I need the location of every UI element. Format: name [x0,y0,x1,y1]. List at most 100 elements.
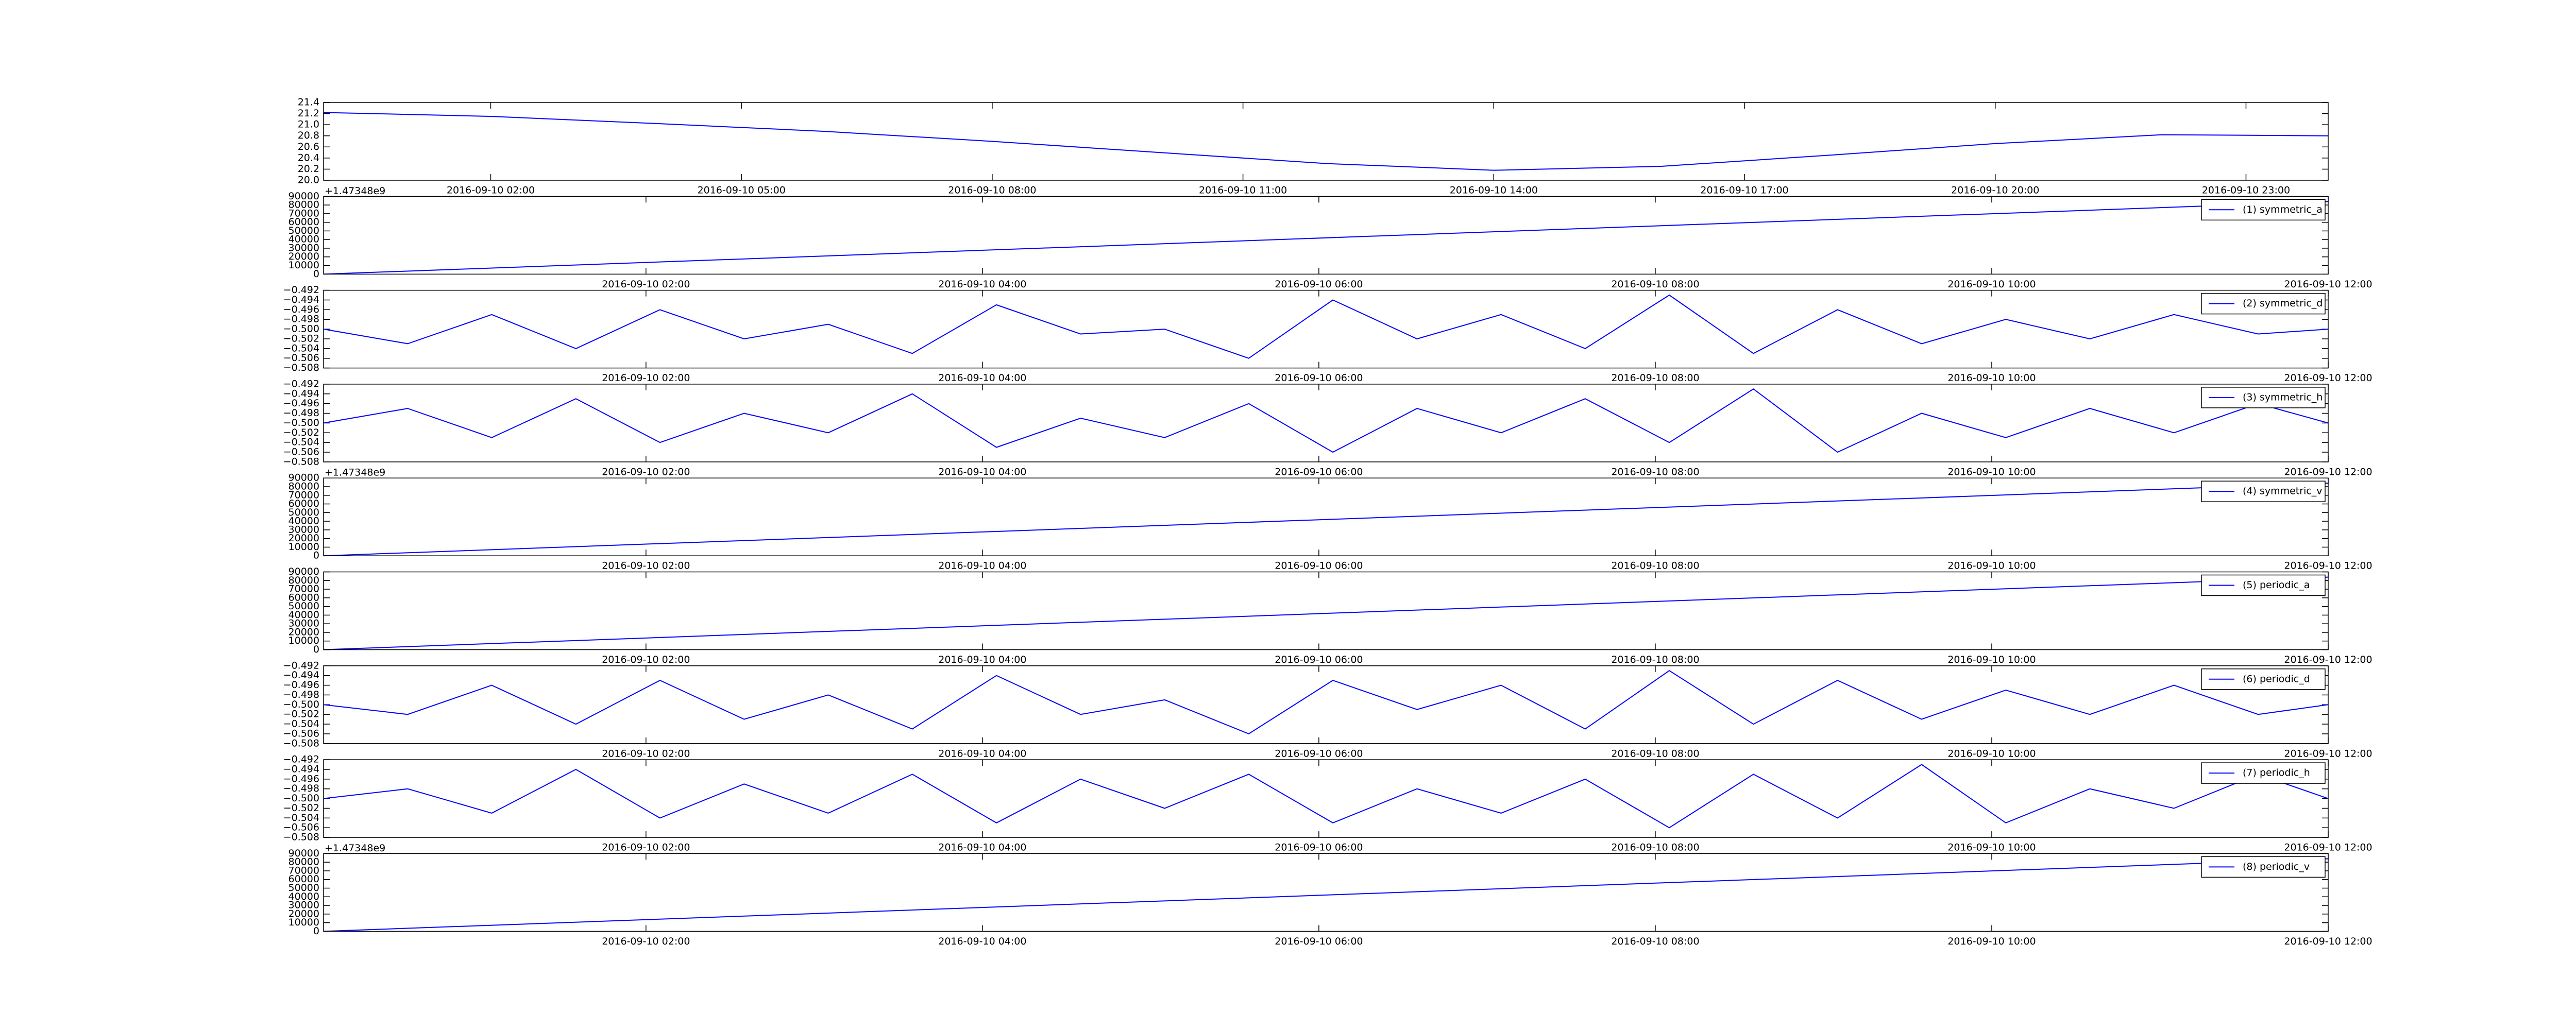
x-tick-label: 2016-09-10 11:00 [1199,185,1287,196]
x-tick-label: 2016-09-10 08:00 [1611,748,1699,759]
y-tick-label: 80000 [289,856,319,868]
y-tick-label: 0 [313,550,319,561]
y-tick-label: −0.502 [283,709,319,720]
x-tick-label: 2016-09-10 10:00 [1947,279,2036,290]
data-line [323,112,2329,171]
subplot: −0.508−0.506−0.504−0.502−0.500−0.498−0.4… [283,754,2372,853]
y-tick-label: −0.498 [283,689,319,700]
y-tick-label: −0.502 [283,427,319,438]
y-tick-label: 21.4 [298,97,319,108]
x-tick-label: 2016-09-10 10:00 [1947,466,2036,477]
y-tick-label: 70000 [289,865,319,876]
x-tick-label: 2016-09-10 08:00 [1611,654,1699,665]
x-tick-label: 2016-09-10 14:00 [1450,185,1538,196]
x-tick-label: 2016-09-10 10:00 [1947,936,2036,947]
y-tick-label: 0 [313,644,319,655]
y-tick-label: 20000 [289,251,319,262]
y-tick-label: −0.492 [283,660,319,671]
y-tick-label: 60000 [289,592,319,603]
y-tick-label: −0.494 [283,670,319,681]
data-line [323,858,2329,932]
y-tick-label: 50000 [289,882,319,894]
x-tick-label: 2016-09-10 06:00 [1275,466,1363,477]
y-tick-label: −0.508 [283,832,319,843]
y-tick-label: −0.496 [283,304,319,315]
x-tick-label: 2016-09-10 08:00 [1611,466,1699,477]
y-tick-label: −0.506 [283,352,319,364]
y-tick-label: 90000 [289,191,319,202]
y-tick-label: 20000 [289,908,319,919]
y-tick-label: −0.494 [283,763,319,775]
axes-frame [323,102,2329,181]
axes-frame [323,759,2329,838]
x-tick-label: 2016-09-10 08:00 [1611,936,1699,947]
x-tick-label: 2016-09-10 06:00 [1275,842,1363,853]
y-tick-label: 60000 [289,498,319,509]
x-tick-label: 2016-09-10 04:00 [938,279,1026,290]
x-tick-label: 2016-09-10 06:00 [1275,936,1363,947]
y-tick-label: −0.506 [283,447,319,458]
y-tick-label: 0 [313,925,319,937]
x-tick-label: 2016-09-10 02:00 [602,560,690,572]
y-tick-label: 20000 [289,626,319,638]
y-tick-label: 40000 [289,234,319,245]
y-tick-label: 40000 [289,891,319,902]
y-tick-label: 40000 [289,609,319,621]
offset-label: +1.47348e9 [325,843,385,854]
y-tick-label: −0.502 [283,333,319,344]
y-tick-label: 60000 [289,873,319,885]
x-tick-label: 2016-09-10 10:00 [1947,842,2036,853]
y-tick-label: −0.506 [283,822,319,833]
y-tick-label: −0.496 [283,398,319,409]
offset-label: +1.47348e9 [325,467,385,478]
data-line [323,576,2329,650]
axes-frame [323,665,2329,744]
y-tick-label: −0.506 [283,728,319,739]
x-tick-label: 2016-09-10 12:00 [2284,842,2372,853]
x-tick-label: 2016-09-10 08:00 [1611,372,1699,384]
data-line [323,201,2329,275]
y-tick-label: −0.504 [283,342,319,354]
x-tick-label: 2016-09-10 23:00 [2202,185,2290,196]
legend-label: (6) periodic_d [2243,673,2310,684]
y-tick-label: −0.500 [283,417,319,428]
y-tick-label: −0.504 [283,718,319,730]
y-tick-label: −0.502 [283,802,319,814]
axes-frame [323,289,2329,369]
y-tick-label: 21.2 [298,108,319,119]
x-tick-label: 2016-09-10 08:00 [1611,560,1699,572]
x-tick-label: 2016-09-10 02:00 [602,748,690,759]
y-tick-label: −0.500 [283,323,319,335]
subplot: −0.508−0.506−0.504−0.502−0.500−0.498−0.4… [283,284,2372,384]
legend-box [2201,762,2326,784]
x-tick-label: 2016-09-10 04:00 [938,560,1026,572]
y-tick-label: 10000 [289,635,319,646]
x-tick-label: 2016-09-10 02:00 [602,654,690,665]
y-tick-label: −0.494 [283,388,319,399]
y-tick-label: 10000 [289,260,319,271]
y-tick-label: 80000 [289,575,319,586]
y-tick-label: 20.8 [298,130,319,141]
x-tick-label: 2016-09-10 04:00 [938,842,1026,853]
y-tick-label: 0 [313,268,319,280]
x-tick-label: 2016-09-10 02:00 [602,936,690,947]
y-tick-label: 90000 [289,566,319,577]
y-tick-label: −0.492 [283,754,319,765]
y-tick-label: 30000 [289,618,319,629]
y-tick-label: −0.508 [283,456,319,467]
x-tick-label: 2016-09-10 17:00 [1700,185,1788,196]
x-tick-label: 2016-09-10 04:00 [938,372,1026,384]
y-tick-label: 30000 [289,900,319,911]
y-tick-label: 70000 [289,489,319,501]
y-tick-label: 50000 [289,600,319,612]
x-tick-label: 2016-09-10 02:00 [602,466,690,477]
subplot: 20.020.220.420.620.821.021.221.4 2016-09-… [298,97,2329,196]
y-tick-label: 20000 [289,533,319,544]
legend-label: (2) symmetric_d [2243,298,2323,309]
x-tick-label: 2016-09-10 06:00 [1275,279,1363,290]
x-tick-label: 2016-09-10 05:00 [698,185,786,196]
data-line [323,388,2329,453]
x-tick-label: 2016-09-10 12:00 [2284,372,2372,384]
legend-label: (5) periodic_a [2243,579,2310,591]
legend-label: (3) symmetric_h [2243,391,2323,403]
